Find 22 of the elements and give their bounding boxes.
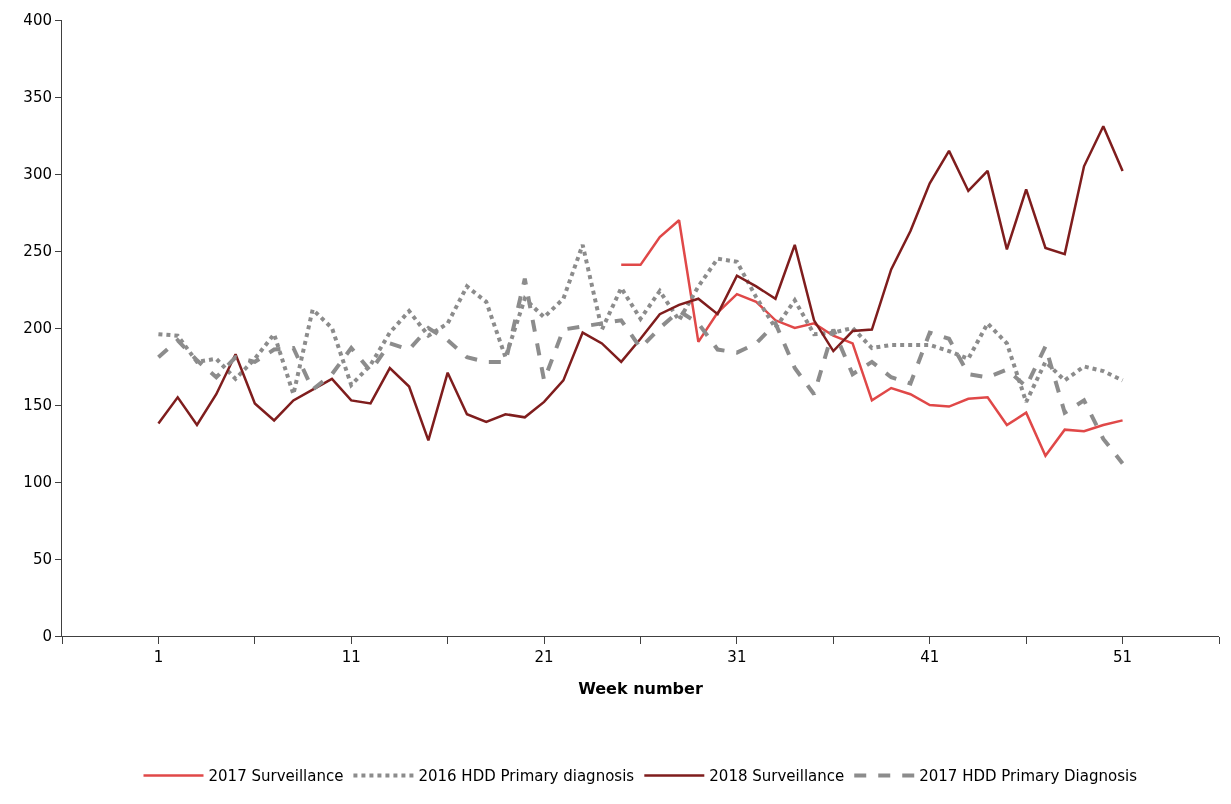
legend-label: 2017 Surveillance (208, 767, 344, 786)
x-tick-label: 21 (534, 648, 554, 666)
line-series (619, 218, 1124, 458)
x-tick-label: 1 (153, 648, 164, 666)
y-tick-label: 200 (23, 319, 52, 338)
x-tick-label: 11 (341, 648, 361, 666)
y-tick-label: 50 (32, 550, 52, 569)
x-tick-label: 51 (1113, 648, 1133, 666)
legend-label: 2017 HDD Primary Diagnosis (919, 767, 1138, 786)
legend-label: 2018 Surveillance (709, 767, 845, 786)
y-tick-label: 100 (23, 473, 52, 492)
y-tick-label: 400 (23, 11, 52, 30)
y-tick-label: 250 (23, 242, 52, 261)
x-tick-label: 31 (727, 648, 747, 666)
x-tick-label: 41 (920, 648, 940, 666)
x-axis-title: Week number (578, 679, 703, 698)
y-tick-label: 300 (23, 165, 52, 184)
y-tick-label: 150 (23, 396, 52, 415)
y-tick-label: 350 (23, 88, 52, 107)
y-tick-label: 0 (42, 627, 52, 646)
line-series (157, 125, 1124, 442)
legend-label: 2016 HDD Primary diagnosis (418, 767, 635, 786)
